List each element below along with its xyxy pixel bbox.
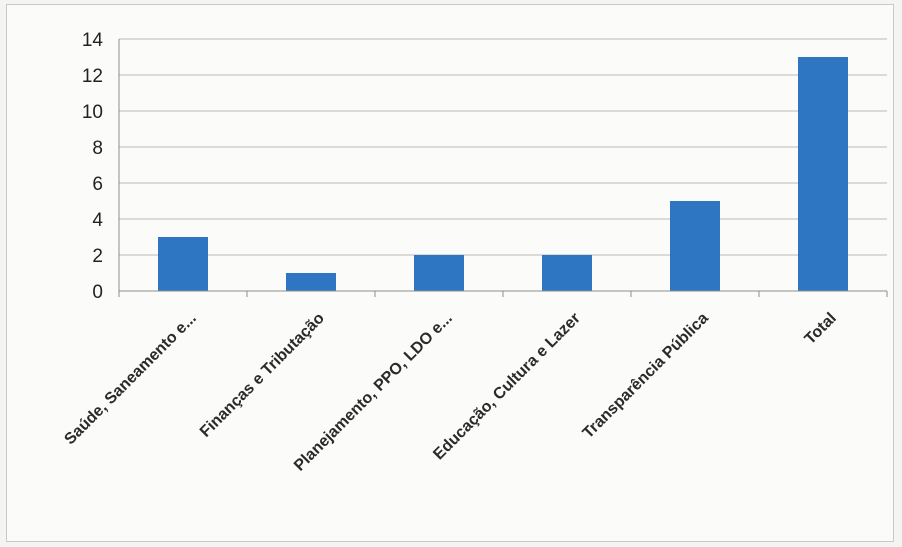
bar xyxy=(158,237,208,291)
chart-frame: 0 2 4 6 8 10 12 14 Saúde, Saneamento e... Finanç… xyxy=(6,4,894,542)
bar xyxy=(286,273,336,291)
y-tick-label: 4 xyxy=(92,210,103,231)
bars xyxy=(158,57,848,291)
x-axis-category-labels: Saúde, Saneamento e...Finanças e Tributa… xyxy=(61,310,839,475)
y-axis-tick-labels: 0 2 4 6 8 10 12 14 xyxy=(82,30,104,303)
gridlines xyxy=(119,38,887,256)
y-tick-label: 8 xyxy=(92,138,103,159)
x-category-label: Educação, Cultura e Lazer xyxy=(430,310,583,463)
bar xyxy=(670,201,720,291)
x-category-label: Finanças e Tributação xyxy=(197,310,328,441)
y-tick-label: 6 xyxy=(92,174,103,195)
bar xyxy=(542,255,592,291)
bar-chart: 0 2 4 6 8 10 12 14 Saúde, Saneamento e...Finanç… xyxy=(61,30,888,475)
x-category-label: Transparência Pública xyxy=(580,310,712,442)
y-tick-label: 14 xyxy=(82,30,104,51)
y-tick-label: 2 xyxy=(92,246,103,267)
y-tick-label: 0 xyxy=(92,282,103,303)
y-tick-label: 12 xyxy=(82,66,103,87)
x-category-label: Saúde, Saneamento e... xyxy=(61,310,199,448)
bar xyxy=(414,255,464,291)
y-tick-label: 10 xyxy=(82,102,103,123)
x-category-label: Total xyxy=(802,310,840,348)
axes xyxy=(118,39,888,297)
bar xyxy=(798,57,848,291)
